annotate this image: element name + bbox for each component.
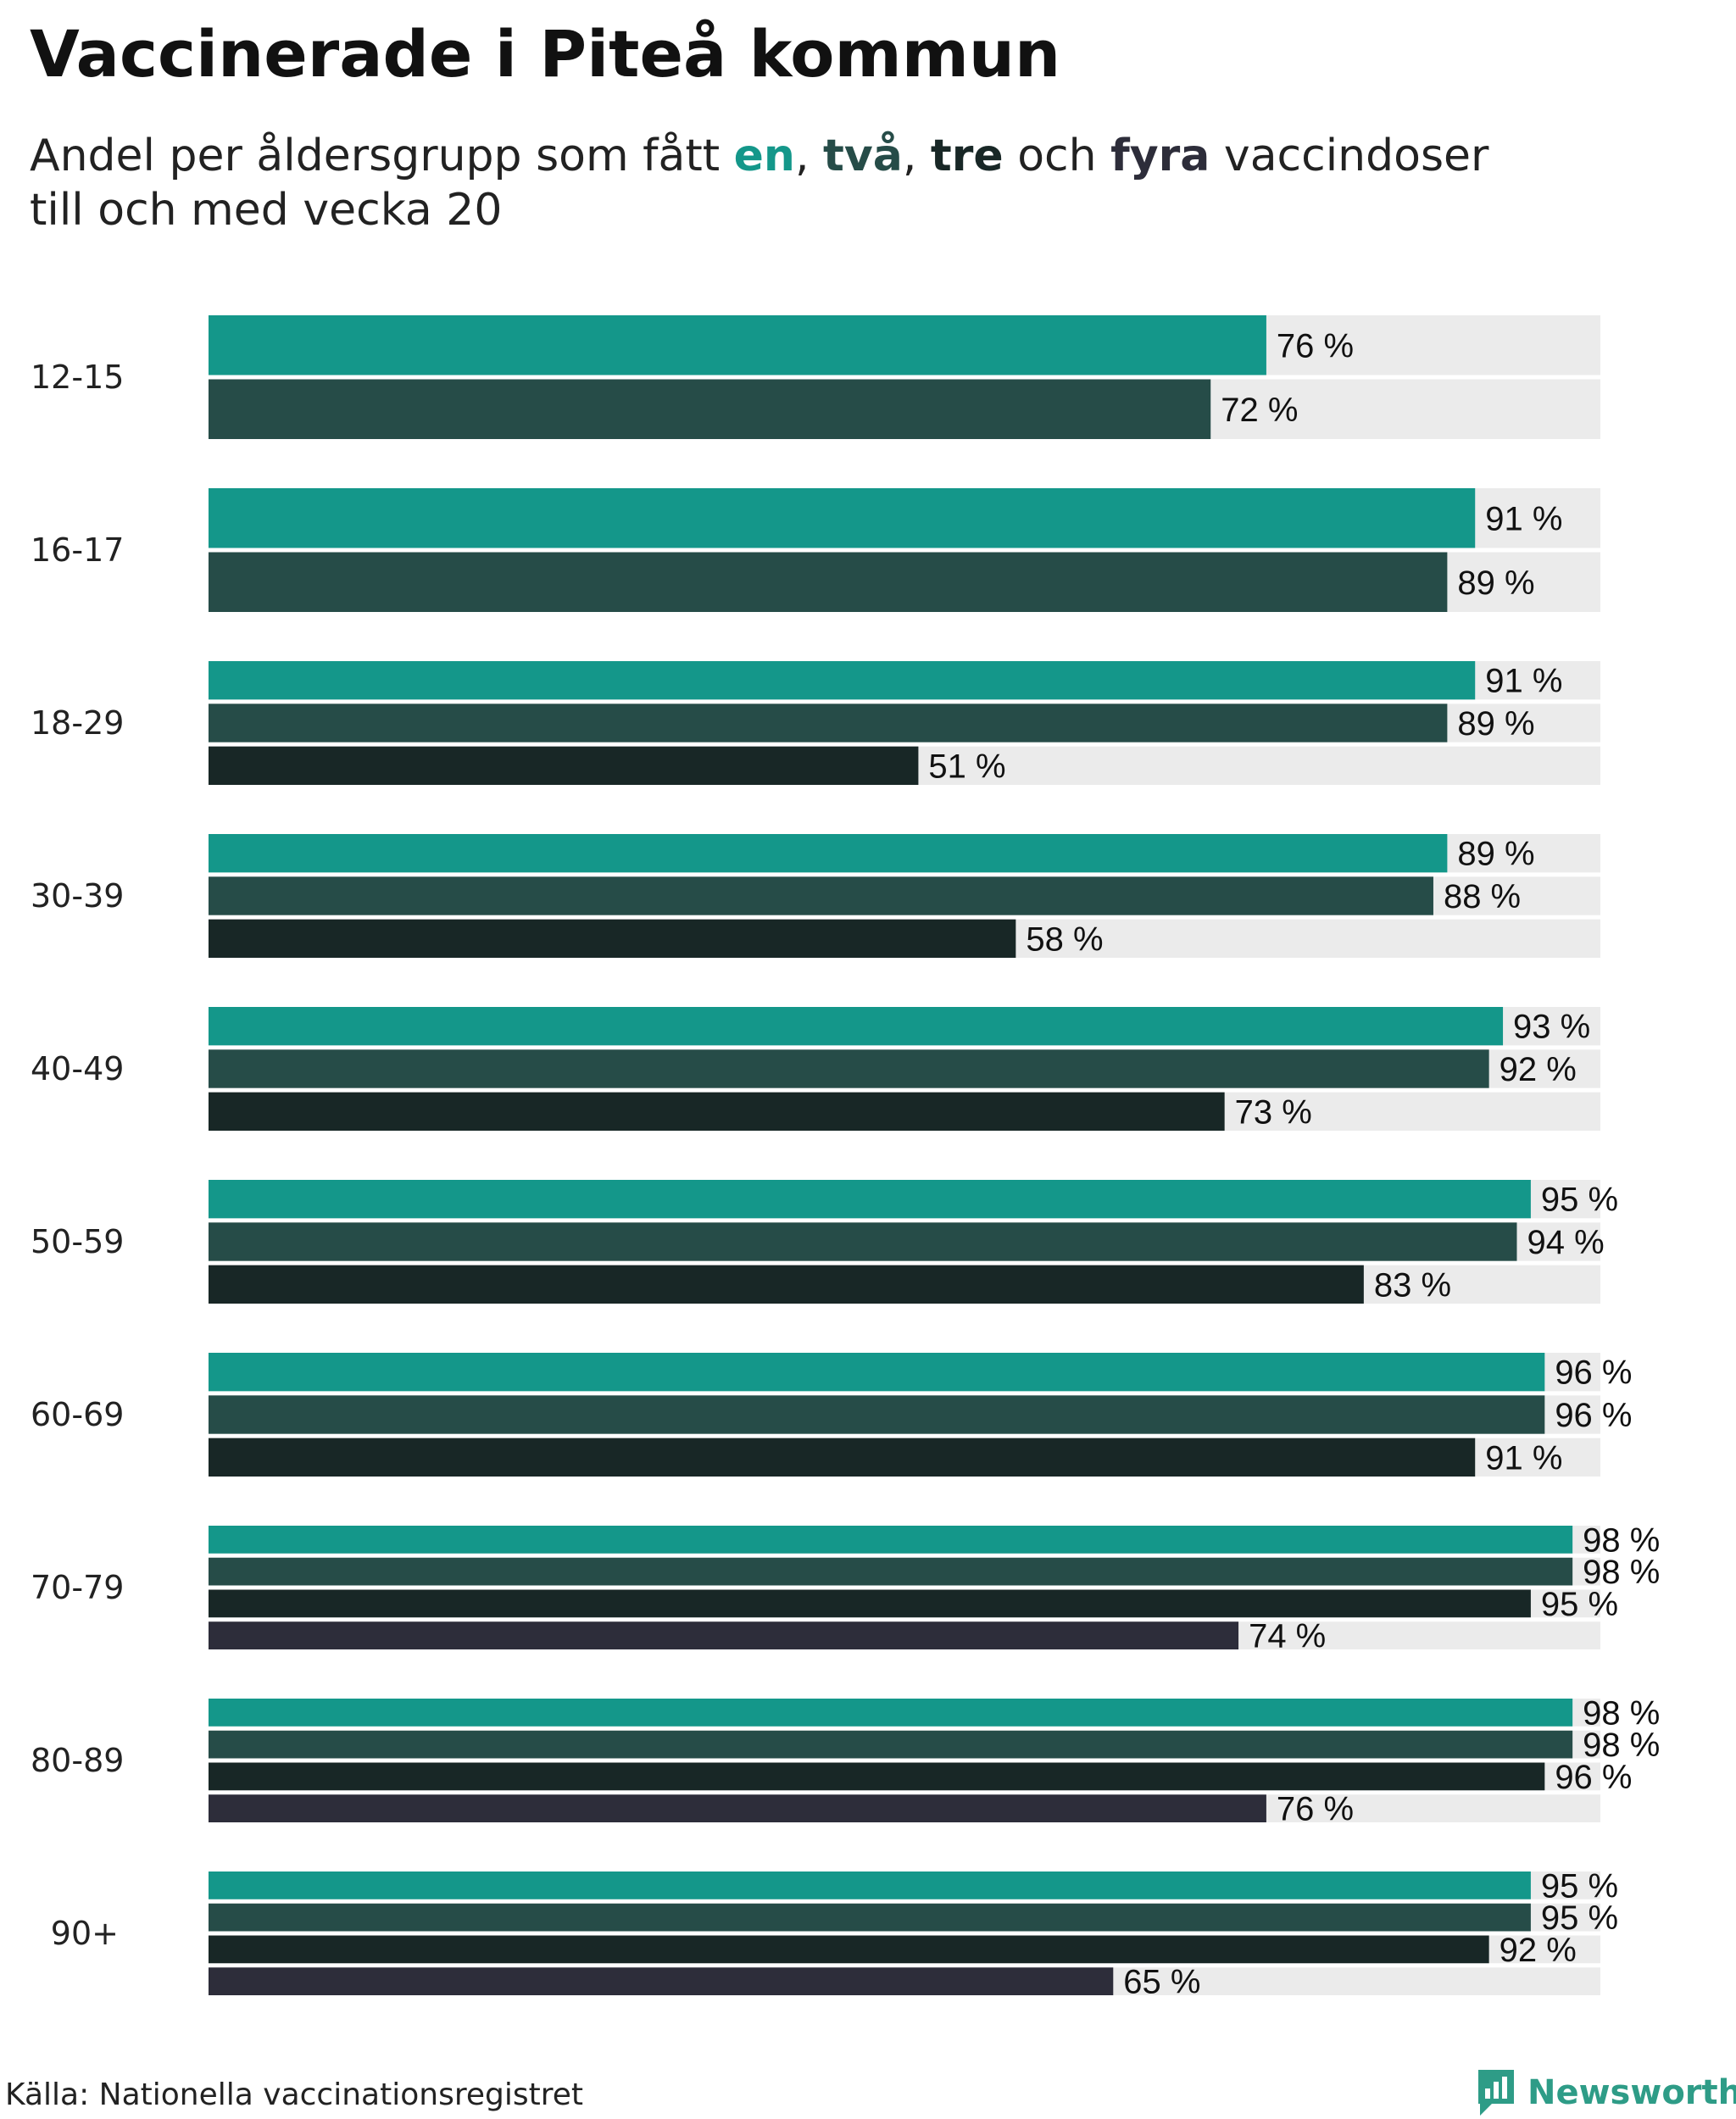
value-label: 51 %	[928, 748, 1005, 785]
value-label: 93 %	[1513, 1009, 1590, 1046]
value-label: 88 %	[1444, 878, 1521, 915]
bar-dose2	[209, 1395, 1545, 1434]
vaccination-bar-chart: 12-15 76 % 72 % 16-17 91 % 89 % 18-29 91 % 89 % 5…	[31, 315, 1660, 2001]
value-label: 92 %	[1500, 1051, 1577, 1088]
bar-dose3	[209, 1265, 1364, 1304]
bar-dose2	[209, 876, 1433, 915]
age-group-label: 70-79	[31, 1569, 124, 1606]
subtitle-separator: ,	[902, 131, 931, 181]
subtitle-prefix: Andel per åldersgrupp som fått	[30, 131, 734, 181]
bar-dose3	[209, 1762, 1545, 1791]
value-label: 94 %	[1527, 1224, 1604, 1261]
bar-dose2	[209, 704, 1448, 742]
age-group-label: 90+	[51, 1915, 119, 1952]
bar-chart-logo-icon	[1478, 2070, 1514, 2116]
bar-dose2	[209, 1049, 1489, 1088]
value-label: 89 %	[1457, 705, 1534, 742]
brand-name: Newsworthy	[1527, 2073, 1736, 2112]
value-label: 65 %	[1123, 1964, 1200, 2001]
value-label: 72 %	[1221, 392, 1298, 429]
chart-subtitle: Andel per åldersgrupp som fått en, två, …	[30, 129, 1640, 237]
age-group-label: 40-49	[31, 1050, 124, 1087]
value-label: 98 %	[1583, 1554, 1660, 1591]
age-group-label: 16-17	[31, 531, 124, 569]
age-group-label: 30-39	[31, 877, 124, 915]
bar-dose1	[209, 1007, 1504, 1046]
subtitle-dose-en: en	[733, 131, 795, 181]
value-label: 98 %	[1583, 1521, 1660, 1559]
bar-dose1	[209, 315, 1266, 375]
value-label: 91 %	[1485, 663, 1562, 700]
value-label: 96 %	[1555, 1397, 1632, 1434]
brand-logo: Newsworthy	[1475, 2068, 1736, 2117]
value-label: 95 %	[1541, 1586, 1618, 1623]
subtitle-suffix: vaccindoser	[1210, 131, 1489, 181]
bar-dose3	[209, 1935, 1489, 1964]
bar-dose3	[209, 1092, 1225, 1131]
chart-title: Vaccinerade i Piteå kommun	[30, 16, 1061, 92]
value-label: 96 %	[1555, 1759, 1632, 1796]
bar-dose2	[209, 552, 1448, 612]
value-label: 98 %	[1583, 1694, 1660, 1732]
bar-dose2	[209, 1730, 1573, 1759]
bar-dose1	[209, 488, 1476, 548]
value-label: 83 %	[1374, 1266, 1451, 1304]
bar-dose2	[209, 379, 1211, 439]
value-label: 74 %	[1249, 1618, 1326, 1655]
bar-dose1	[209, 1180, 1531, 1219]
age-group-label: 50-59	[31, 1223, 124, 1260]
bar-dose1	[209, 1872, 1531, 1899]
bar-dose4	[209, 1621, 1239, 1649]
value-label: 92 %	[1500, 1932, 1577, 1969]
value-label: 95 %	[1541, 1182, 1618, 1219]
subtitle-dose-tre: tre	[930, 131, 1004, 181]
age-group-label: 12-15	[31, 359, 124, 396]
subtitle-dose-tva: två	[823, 131, 903, 181]
age-group-label: 18-29	[31, 704, 124, 742]
bar-dose3	[209, 919, 1016, 958]
value-label: 95 %	[1541, 1867, 1618, 1905]
age-group-label: 80-89	[31, 1742, 124, 1779]
value-label: 76 %	[1277, 1791, 1354, 1828]
age-group-label: 60-69	[31, 1396, 124, 1433]
value-label: 98 %	[1583, 1727, 1660, 1764]
subtitle-dose-fyra: fyra	[1110, 131, 1210, 181]
source-note: Källa: Nationella vaccinationsregistret	[5, 2077, 583, 2112]
value-label: 89 %	[1457, 836, 1534, 873]
bar-dose2	[209, 1903, 1531, 1932]
bar-dose1	[209, 1353, 1545, 1392]
value-label: 96 %	[1555, 1354, 1632, 1392]
bar-dose1	[209, 1526, 1573, 1554]
value-label: 91 %	[1485, 1439, 1562, 1477]
bar-dose3	[209, 746, 919, 785]
value-label: 91 %	[1485, 500, 1562, 537]
bar-dose2	[209, 1557, 1573, 1586]
bar-dose1	[209, 1699, 1573, 1727]
bar-dose1	[209, 834, 1448, 873]
value-label: 89 %	[1457, 565, 1534, 602]
bar-dose4	[209, 1967, 1114, 1995]
bar-dose3	[209, 1589, 1531, 1618]
value-label: 76 %	[1277, 327, 1354, 364]
value-label: 73 %	[1235, 1093, 1312, 1131]
subtitle-conjunction: och	[1003, 131, 1111, 181]
value-label: 58 %	[1026, 920, 1103, 958]
value-label: 95 %	[1541, 1899, 1618, 1937]
subtitle-separator: ,	[794, 131, 824, 181]
subtitle-line2: till och med vecka 20	[30, 185, 503, 236]
bar-dose4	[209, 1794, 1266, 1822]
bar-dose2	[209, 1222, 1517, 1261]
bar-dose1	[209, 661, 1476, 700]
bar-dose3	[209, 1438, 1476, 1477]
